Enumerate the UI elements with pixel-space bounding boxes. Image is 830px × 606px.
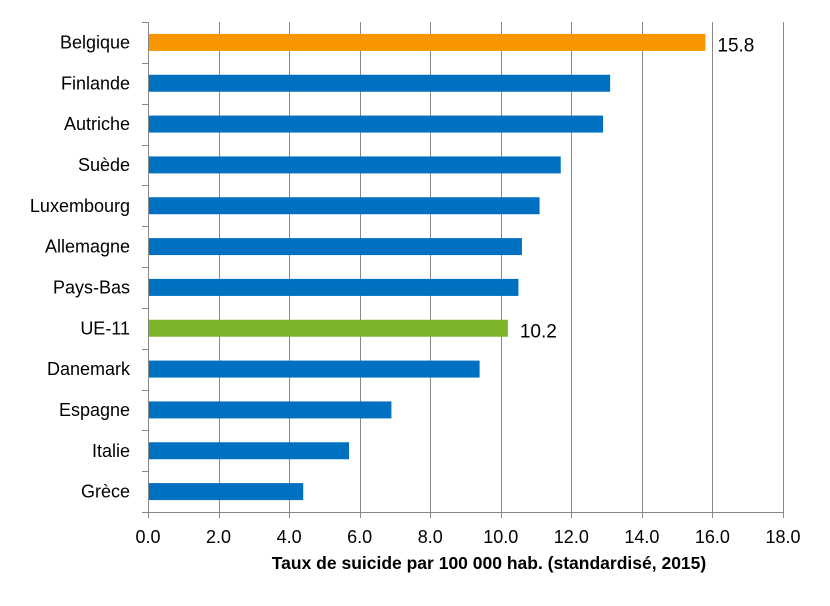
- bar-grece: [149, 483, 304, 501]
- category-label-pays-bas: Pays-Bas: [53, 277, 130, 297]
- bar-luxembourg: [149, 197, 540, 215]
- bar-allemagne: [149, 238, 522, 256]
- bar-autriche: [149, 115, 604, 133]
- bar-ue-11: [149, 319, 508, 337]
- category-label-espagne: Espagne: [59, 400, 130, 420]
- x-tick-label-8: 16.0: [695, 527, 730, 547]
- x-tick-label-0: 0.0: [135, 527, 160, 547]
- bar-danemark: [149, 360, 480, 378]
- bar-belgique: [149, 33, 706, 51]
- bar-suede: [149, 156, 561, 174]
- bar-espagne: [149, 401, 392, 419]
- category-label-suede: Suède: [78, 155, 130, 175]
- bar-finlande: [149, 74, 611, 92]
- category-label-italie: Italie: [92, 441, 130, 461]
- category-label-luxembourg: Luxembourg: [30, 196, 130, 216]
- x-tick-label-5: 10.0: [483, 527, 518, 547]
- data-label-ue-11: 10.2: [520, 321, 557, 342]
- category-label-allemagne: Allemagne: [45, 237, 130, 257]
- x-tick-label-9: 18.0: [765, 527, 800, 547]
- bar-italie: [149, 442, 350, 460]
- x-tick-label-7: 14.0: [624, 527, 659, 547]
- category-label-ue-11: UE-11: [80, 318, 130, 338]
- x-tick-label-4: 8.0: [418, 527, 443, 547]
- category-label-finlande: Finlande: [61, 73, 130, 93]
- x-tick-label-6: 12.0: [554, 527, 589, 547]
- category-label-belgique: Belgique: [60, 32, 130, 52]
- x-tick-label-1: 2.0: [206, 527, 231, 547]
- category-label-grece: Grèce: [81, 482, 130, 502]
- data-label-belgique: 15.8: [717, 35, 754, 56]
- x-tick-label-2: 4.0: [277, 527, 302, 547]
- category-label-danemark: Danemark: [47, 359, 131, 379]
- category-label-autriche: Autriche: [64, 114, 130, 134]
- x-axis-title: Taux de suicide par 100 000 hab. (standa…: [272, 553, 706, 573]
- x-tick-label-3: 6.0: [347, 527, 372, 547]
- bar-pays-bas: [149, 278, 519, 296]
